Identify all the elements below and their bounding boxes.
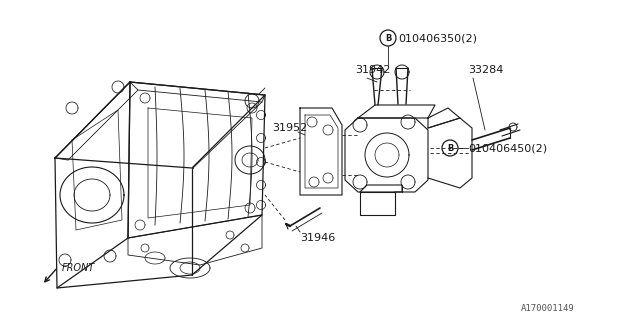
Text: 31942: 31942 xyxy=(355,65,390,75)
Text: 33284: 33284 xyxy=(468,65,504,75)
Text: 31946: 31946 xyxy=(300,233,335,243)
Text: 31952: 31952 xyxy=(272,123,307,133)
Text: B: B xyxy=(385,34,391,43)
Text: FRONT: FRONT xyxy=(62,263,95,273)
Text: 010406350(2): 010406350(2) xyxy=(398,33,477,43)
Text: B: B xyxy=(447,143,453,153)
Text: 010406450(2): 010406450(2) xyxy=(468,143,547,153)
Text: A170001149: A170001149 xyxy=(521,304,575,313)
